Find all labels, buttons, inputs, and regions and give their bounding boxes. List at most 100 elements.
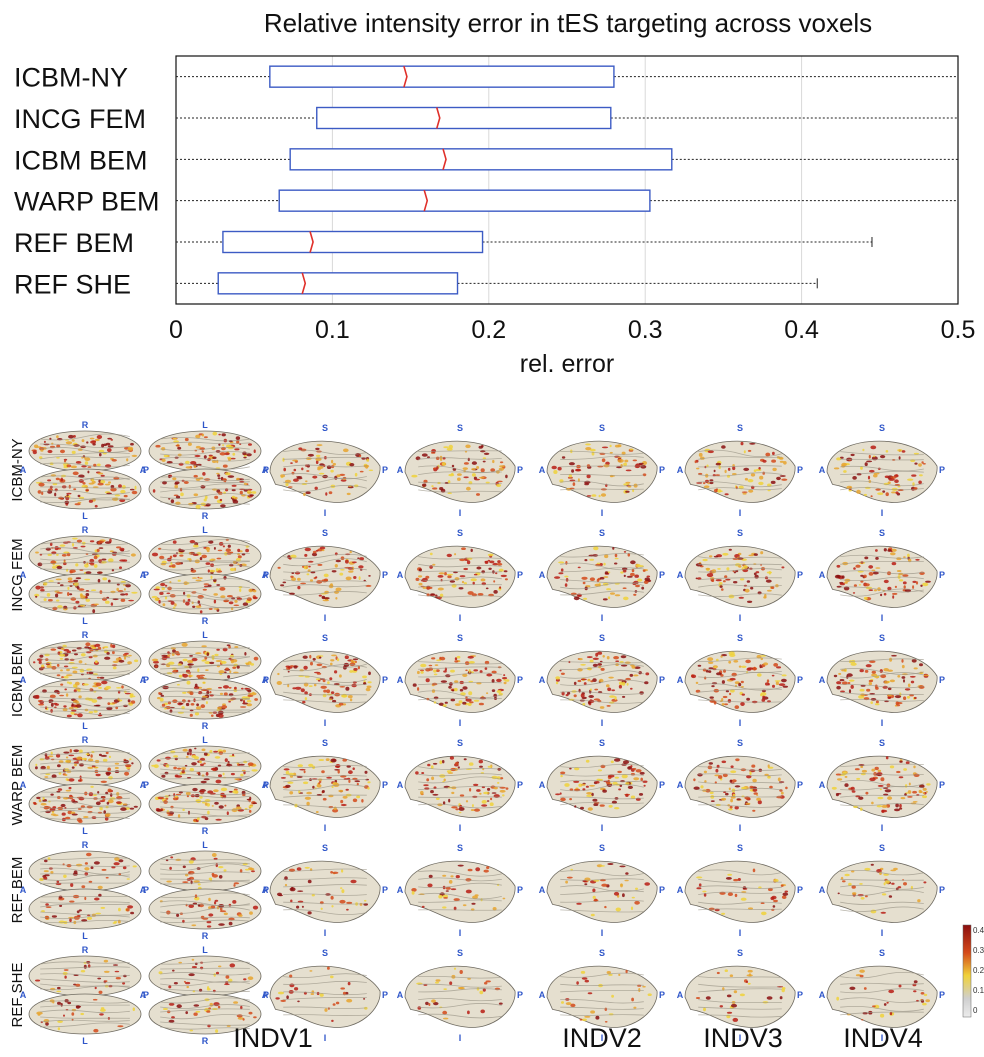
error-speck <box>740 897 747 901</box>
orientation-label: P <box>263 465 269 475</box>
orientation-label: I <box>601 823 604 833</box>
error-speck <box>88 499 93 503</box>
error-speck <box>833 674 838 678</box>
error-speck <box>324 1008 328 1012</box>
error-speck <box>619 784 623 787</box>
error-speck <box>859 669 864 673</box>
error-speck <box>411 888 417 892</box>
error-speck <box>339 473 346 476</box>
error-speck <box>755 468 762 472</box>
error-speck <box>76 817 82 822</box>
sulcus-line <box>698 568 782 573</box>
error-speck <box>357 557 360 559</box>
sulcus-line <box>840 997 924 1003</box>
error-speck <box>69 569 76 573</box>
error-speck <box>602 789 607 793</box>
error-speck <box>188 675 194 677</box>
error-speck <box>721 760 727 764</box>
sulcus-line <box>840 889 924 897</box>
sulcus-line <box>40 1004 130 1008</box>
error-speck <box>112 660 119 663</box>
error-speck <box>233 1001 239 1004</box>
error-speck <box>918 480 922 485</box>
error-speck <box>237 548 241 553</box>
sulcus-line <box>160 1026 250 1030</box>
error-speck <box>633 593 637 596</box>
error-speck <box>286 995 289 999</box>
error-speck <box>431 449 436 453</box>
sulcus-line <box>283 591 367 596</box>
error-speck <box>442 704 447 707</box>
error-speck <box>36 796 41 800</box>
error-speck <box>182 691 187 694</box>
error-speck <box>336 474 341 478</box>
error-speck <box>779 475 786 477</box>
orientation-label: R <box>82 840 89 850</box>
sulcus-line <box>698 683 782 691</box>
error-speck <box>313 683 317 687</box>
orientation-label: I <box>601 1033 604 1043</box>
error-speck <box>131 490 138 495</box>
error-speck <box>623 462 627 467</box>
error-speck <box>603 576 609 578</box>
error-speck <box>756 797 761 801</box>
error-speck <box>49 694 56 699</box>
error-speck <box>590 448 596 452</box>
side-view: SIA P <box>539 948 665 1043</box>
error-speck <box>227 544 231 548</box>
error-speck <box>773 878 779 883</box>
error-speck <box>38 703 45 706</box>
error-speck <box>52 566 57 569</box>
orientation-label: S <box>457 633 463 643</box>
sulcus-line <box>40 882 130 885</box>
error-speck <box>338 702 344 706</box>
error-speck <box>467 702 472 706</box>
error-speck <box>231 484 237 487</box>
error-speck <box>223 685 229 689</box>
sulcus-line <box>40 901 130 904</box>
error-speck <box>76 539 82 543</box>
error-speck <box>695 681 699 684</box>
sulcus-line <box>40 911 130 916</box>
error-speck <box>86 668 93 671</box>
error-speck <box>124 692 131 695</box>
error-speck <box>597 663 602 666</box>
error-speck <box>57 1027 61 1031</box>
error-speck <box>97 646 102 650</box>
sulcus-line <box>283 579 367 583</box>
sulcus-line <box>698 787 782 792</box>
sulcus-line <box>40 486 130 489</box>
error-speck <box>707 482 710 485</box>
error-speck <box>425 575 430 579</box>
error-speck <box>470 578 477 582</box>
error-speck <box>841 575 845 579</box>
error-speck <box>478 445 483 449</box>
error-speck <box>315 447 320 451</box>
error-speck <box>718 775 723 779</box>
error-speck <box>367 681 372 684</box>
hemisphere-bottom <box>28 888 142 930</box>
median-mark <box>309 231 314 253</box>
error-speck <box>172 437 177 440</box>
error-speck <box>630 572 635 577</box>
error-speck <box>128 702 133 705</box>
error-speck <box>447 480 451 484</box>
error-speck <box>321 770 325 774</box>
error-speck <box>219 498 223 502</box>
error-speck <box>705 567 711 570</box>
error-speck <box>570 1003 576 1008</box>
error-speck <box>606 684 610 688</box>
sulcus-line <box>840 465 924 472</box>
error-speck <box>626 575 633 578</box>
error-speck <box>868 572 874 576</box>
error-speck <box>66 760 72 763</box>
error-speck <box>907 683 911 688</box>
sulcus-line <box>160 696 250 700</box>
error-speck <box>465 661 470 665</box>
error-speck <box>252 905 259 910</box>
error-speck <box>758 886 762 889</box>
error-speck <box>213 857 218 860</box>
error-speck <box>97 482 104 486</box>
sulcus-line <box>560 590 644 596</box>
error-speck <box>195 434 201 439</box>
